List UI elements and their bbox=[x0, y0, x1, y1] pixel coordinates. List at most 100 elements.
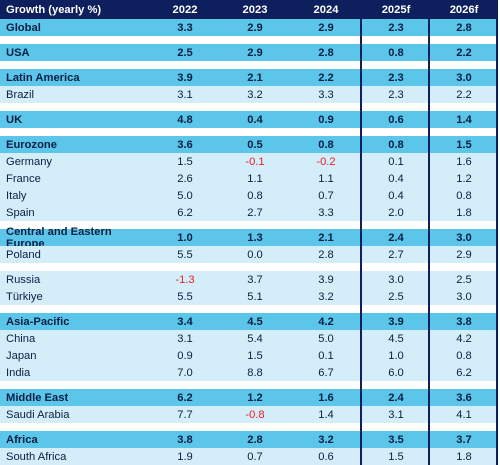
row-label: Spain bbox=[6, 206, 35, 219]
value-cell: 3.0 bbox=[456, 290, 472, 303]
value-cell: 0.6 bbox=[318, 450, 334, 463]
row-label: Latin America bbox=[6, 71, 80, 84]
value-cell: 1.1 bbox=[318, 172, 334, 185]
value-cell: 2.0 bbox=[388, 206, 404, 219]
value-cell: 2.8 bbox=[456, 21, 472, 34]
row-label: Saudi Arabia bbox=[6, 408, 70, 421]
value-cell: 8.8 bbox=[247, 366, 263, 379]
value-cell: 4.8 bbox=[177, 113, 193, 126]
value-cell: 2.1 bbox=[318, 231, 334, 244]
value-cell: -0.1 bbox=[245, 155, 265, 168]
value-cell: 3.9 bbox=[177, 71, 193, 84]
row-label: Asia-Pacific bbox=[6, 315, 70, 328]
row-uk: UK 4.8 0.4 0.9 0.6 1.4 bbox=[0, 111, 498, 128]
value-cell: 3.1 bbox=[388, 408, 404, 421]
value-cell: 5.4 bbox=[247, 332, 263, 345]
value-cell: 1.8 bbox=[456, 450, 472, 463]
forecast-divider bbox=[496, 0, 498, 465]
value-cell: 3.9 bbox=[388, 315, 404, 328]
value-cell: 4.2 bbox=[456, 332, 472, 345]
row-label: Russia bbox=[6, 273, 41, 286]
value-cell: 3.0 bbox=[388, 273, 404, 286]
row-russia: Russia -1.3 3.7 3.9 3.0 2.5 bbox=[0, 271, 498, 288]
value-cell: 1.0 bbox=[388, 349, 404, 362]
value-cell: 6.2 bbox=[177, 206, 193, 219]
value-cell: 3.8 bbox=[456, 315, 472, 328]
value-cell: -0.2 bbox=[316, 155, 336, 168]
value-cell: 2.8 bbox=[247, 433, 263, 446]
value-cell: 2.2 bbox=[456, 88, 472, 101]
value-cell: 4.2 bbox=[318, 315, 334, 328]
value-cell: 1.6 bbox=[456, 155, 472, 168]
row-italy: Italy 5.0 0.8 0.7 0.4 0.8 bbox=[0, 187, 498, 204]
row-germany: Germany 1.5 -0.1 -0.2 0.1 1.6 bbox=[0, 153, 498, 170]
value-cell: -0.8 bbox=[245, 408, 265, 421]
value-cell: 3.3 bbox=[318, 206, 334, 219]
row-africa: Africa 3.8 2.8 3.2 3.5 3.7 bbox=[0, 431, 498, 448]
value-cell: 3.2 bbox=[247, 88, 263, 101]
row-china: China 3.1 5.4 5.0 4.5 4.2 bbox=[0, 330, 498, 347]
value-cell: 2.7 bbox=[247, 206, 263, 219]
value-cell: 2.6 bbox=[177, 172, 193, 185]
value-cell: 2.3 bbox=[388, 21, 404, 34]
value-cell: 2.5 bbox=[388, 290, 404, 303]
row-middle-east: Middle East 6.2 1.2 1.6 2.4 3.6 bbox=[0, 389, 498, 406]
row-label: USA bbox=[6, 46, 30, 59]
value-cell: 0.8 bbox=[456, 349, 472, 362]
row-label: Poland bbox=[6, 248, 41, 261]
value-cell: 3.3 bbox=[177, 21, 193, 34]
value-cell: 3.0 bbox=[456, 231, 472, 244]
value-cell: 0.4 bbox=[388, 189, 404, 202]
row-label: Global bbox=[6, 21, 41, 34]
value-cell: 6.0 bbox=[388, 366, 404, 379]
value-cell: 1.4 bbox=[318, 408, 334, 421]
value-cell: 3.1 bbox=[177, 332, 193, 345]
value-cell: 3.1 bbox=[177, 88, 193, 101]
value-cell: 5.1 bbox=[247, 290, 263, 303]
value-cell: 1.6 bbox=[318, 391, 334, 404]
header-year-2026f: 2026f bbox=[449, 3, 479, 16]
row-france: France 2.6 1.1 1.1 0.4 1.2 bbox=[0, 170, 498, 187]
row-latin-america: Latin America 3.9 2.1 2.2 2.3 3.0 bbox=[0, 69, 498, 86]
value-cell: 3.0 bbox=[456, 71, 472, 84]
value-cell: 3.6 bbox=[456, 391, 472, 404]
value-cell: 1.2 bbox=[247, 391, 263, 404]
value-cell: 0.8 bbox=[388, 138, 404, 151]
row-label: Middle East bbox=[6, 391, 69, 404]
row-poland: Poland 5.5 0.0 2.8 2.7 2.9 bbox=[0, 246, 498, 263]
value-cell: 4.5 bbox=[388, 332, 404, 345]
value-cell: 3.7 bbox=[456, 433, 472, 446]
row-global: Global 3.3 2.9 2.9 2.3 2.8 bbox=[0, 19, 498, 36]
value-cell: 2.7 bbox=[388, 248, 404, 261]
value-cell: 0.1 bbox=[318, 349, 334, 362]
row-eurozone: Eurozone 3.6 0.5 0.8 0.8 1.5 bbox=[0, 136, 498, 153]
value-cell: 3.2 bbox=[318, 290, 334, 303]
value-cell: 2.9 bbox=[247, 46, 263, 59]
row-india: India 7.0 8.8 6.7 6.0 6.2 bbox=[0, 364, 498, 381]
row-central-and-eastern-europe: Central and Eastern Europe 1.0 1.3 2.1 2.4 3.… bbox=[0, 226, 498, 250]
header-row: Growth (yearly %) 2022 2023 2024 2025f 2… bbox=[0, 0, 498, 19]
value-cell: 6.2 bbox=[177, 391, 193, 404]
header-year-2023: 2023 bbox=[242, 3, 268, 16]
value-cell: 0.7 bbox=[318, 189, 334, 202]
value-cell: 2.4 bbox=[388, 231, 404, 244]
row-label: Türkiye bbox=[6, 290, 43, 303]
header-year-2022: 2022 bbox=[172, 3, 198, 16]
row-spain: Spain 6.2 2.7 3.3 2.0 1.8 bbox=[0, 204, 498, 221]
value-cell: 5.5 bbox=[177, 290, 193, 303]
value-cell: 0.7 bbox=[247, 450, 263, 463]
value-cell: 3.2 bbox=[318, 433, 334, 446]
row-label: Eurozone bbox=[6, 138, 57, 151]
value-cell: 0.5 bbox=[247, 138, 263, 151]
value-cell: 2.5 bbox=[177, 46, 193, 59]
value-cell: 3.7 bbox=[247, 273, 263, 286]
value-cell: 0.8 bbox=[318, 138, 334, 151]
row-label: China bbox=[6, 332, 36, 345]
value-cell: 4.1 bbox=[456, 408, 472, 421]
value-cell: 3.3 bbox=[318, 88, 334, 101]
row-label: France bbox=[6, 172, 41, 185]
value-cell: 0.8 bbox=[388, 46, 404, 59]
row-brazil: Brazil 3.1 3.2 3.3 2.3 2.2 bbox=[0, 86, 498, 103]
value-cell: 4.5 bbox=[247, 315, 263, 328]
